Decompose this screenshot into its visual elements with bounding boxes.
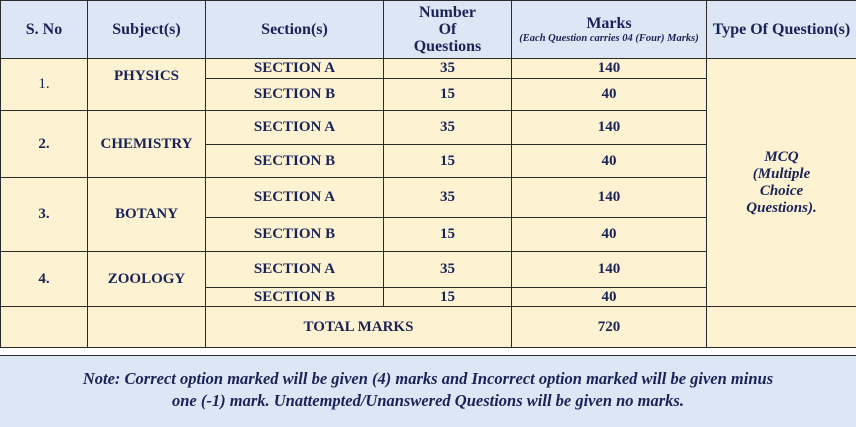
table-row: 3. BOTANY SECTION A 35 140: [0, 177, 856, 252]
sno-cell: 1.: [0, 58, 88, 111]
question-type-line4: Questions).: [746, 199, 817, 216]
header-questions: Number Of Questions: [383, 0, 512, 59]
note-box: Note: Correct option marked will be give…: [0, 355, 856, 427]
header-sno: S. No: [0, 0, 88, 59]
section-cell: SECTION A: [205, 177, 384, 218]
questions-cell: 15: [383, 144, 512, 178]
table-row: 1. PHYSICS SECTION A 35 140 MCQ (Multipl…: [0, 58, 856, 307]
section-cell: SECTION B: [205, 144, 384, 178]
section-cell: SECTION A: [205, 110, 384, 145]
sno-cell: 4.: [0, 251, 88, 307]
question-type-line1: MCQ: [764, 148, 799, 165]
marks-cell: 140: [511, 177, 707, 218]
question-type-line3: Choice: [759, 182, 804, 199]
table-row: SECTION B 15 40: [1, 217, 856, 252]
exam-pattern-table: S. No Subject(s) Section(s) Number Of Qu…: [0, 0, 856, 348]
total-label: TOTAL MARKS: [205, 306, 512, 348]
header-subject: Subject(s): [87, 0, 206, 59]
header-row: S. No Subject(s) Section(s) Number Of Qu…: [0, 0, 856, 59]
question-type-cell: MCQ (Multiple Choice Questions).: [706, 58, 856, 307]
questions-cell: 15: [383, 217, 512, 252]
marks-cell: 140: [511, 251, 707, 288]
marks-cell: 40: [511, 78, 707, 111]
marks-cell: 40: [511, 217, 707, 252]
total-empty-cell: [706, 306, 856, 348]
questions-cell: 35: [383, 58, 512, 79]
questions-cell: 35: [383, 110, 512, 145]
sno-cell: 3.: [0, 177, 88, 252]
table-row: SECTION B 15 40: [1, 287, 856, 307]
header-questions-line2: Of: [438, 21, 457, 38]
table-row: SECTION B 15 40: [1, 78, 856, 111]
header-questions-line1: Number: [419, 4, 476, 21]
table-row: 4. ZOOLOGY SECTION A 35 140: [0, 251, 856, 307]
questions-cell: 15: [383, 287, 512, 307]
question-type-line2: (Multiple: [752, 165, 811, 182]
total-empty-cell: [87, 306, 206, 348]
marks-cell: 140: [511, 110, 707, 145]
subject-cell: PHYSICS: [87, 58, 206, 111]
header-section: Section(s): [205, 0, 384, 59]
header-marks: Marks (Each Question carries 04 (Four) M…: [511, 0, 707, 59]
table-row: 2. CHEMISTRY SECTION A 35 140: [0, 110, 856, 178]
marks-cell: 40: [511, 144, 707, 178]
note-line-1: Note: Correct option marked will be give…: [82, 369, 774, 388]
subject-cell: CHEMISTRY: [87, 110, 206, 178]
marks-cell: 40: [511, 287, 707, 307]
subject-cell: ZOOLOGY: [87, 251, 206, 307]
section-cell: SECTION B: [205, 78, 384, 111]
section-cell: SECTION A: [205, 251, 384, 288]
header-type: Type Of Question(s): [706, 0, 856, 59]
total-empty-cell: [0, 306, 88, 348]
header-questions-line3: Questions: [413, 38, 482, 55]
marks-cell: 140: [511, 58, 707, 79]
questions-cell: 15: [383, 78, 512, 111]
section-cell: SECTION B: [205, 217, 384, 252]
total-value: 720: [511, 306, 707, 348]
questions-cell: 35: [383, 177, 512, 218]
sno-cell: 2.: [0, 110, 88, 178]
header-marks-note: (Each Question carries 04 (Four) Marks): [519, 32, 699, 44]
note-line-2: one (-1) mark. Unattempted/Unanswered Qu…: [172, 391, 684, 410]
questions-cell: 35: [383, 251, 512, 288]
header-marks-label: Marks: [586, 14, 632, 32]
total-row: TOTAL MARKS 720: [0, 306, 856, 348]
subject-cell: BOTANY: [87, 177, 206, 252]
section-cell: SECTION B: [205, 287, 384, 307]
section-cell: SECTION A: [205, 58, 384, 79]
